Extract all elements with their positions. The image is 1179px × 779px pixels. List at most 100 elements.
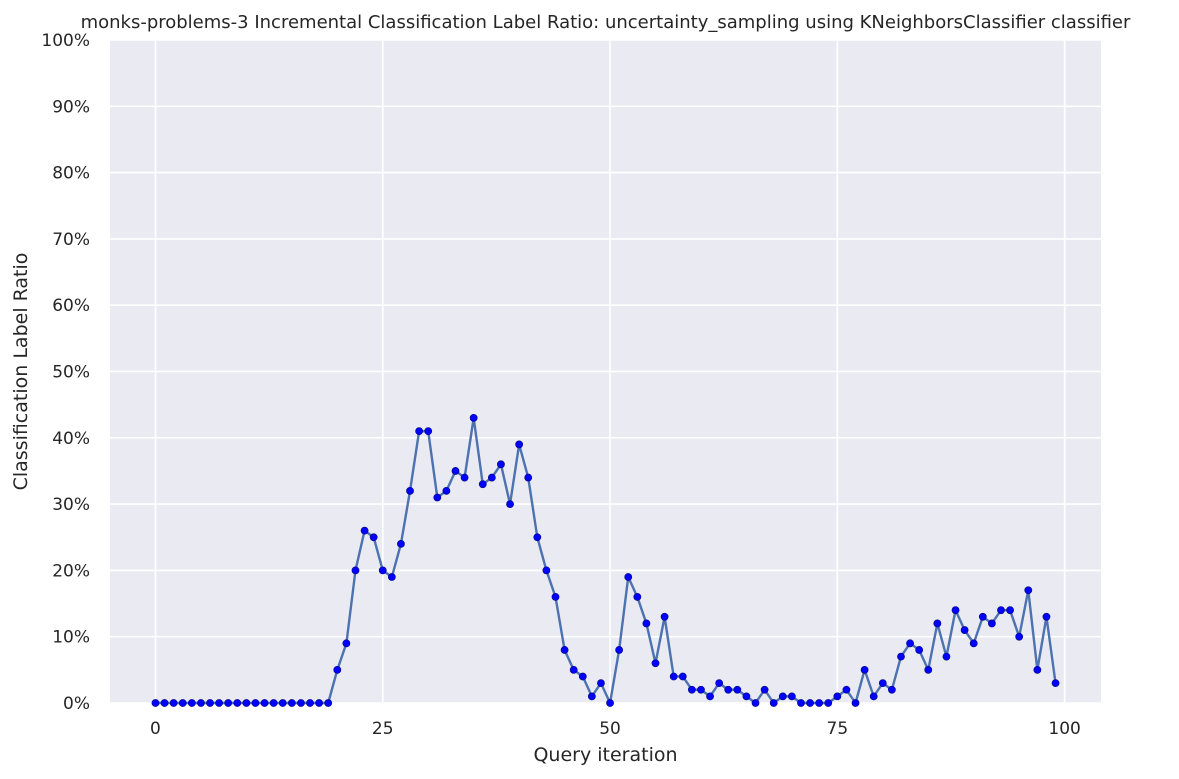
- data-point: [297, 699, 305, 707]
- x-axis-label: Query iteration: [533, 744, 677, 766]
- data-point: [869, 692, 878, 701]
- data-point: [997, 606, 1005, 615]
- data-point: [478, 480, 487, 489]
- data-point: [906, 639, 914, 648]
- data-point: [442, 486, 451, 495]
- data-point: [497, 460, 505, 469]
- data-point: [560, 646, 569, 654]
- data-point: [797, 699, 805, 707]
- data-point: [469, 414, 478, 422]
- x-tick-labels: 0 25 50 75 100: [150, 719, 1081, 739]
- data-point: [378, 566, 387, 575]
- x-tick-label: 75: [827, 719, 849, 739]
- data-point: [742, 692, 751, 701]
- data-point: [1006, 606, 1014, 615]
- data-point: [988, 619, 996, 628]
- data-point: [697, 685, 705, 694]
- data-point: [642, 619, 651, 628]
- x-tick-label: 100: [1048, 719, 1080, 739]
- data-point: [933, 619, 942, 628]
- data-point: [706, 692, 714, 701]
- data-point: [633, 593, 642, 601]
- data-point: [242, 699, 251, 707]
- data-point: [451, 467, 460, 475]
- data-point: [787, 692, 796, 701]
- chart-title: monks-problems-3 Incremental Classificat…: [81, 12, 1131, 33]
- data-point: [824, 699, 833, 707]
- data-point: [287, 699, 296, 707]
- data-point: [651, 659, 660, 668]
- data-point: [924, 665, 933, 674]
- y-tick-label: 40%: [52, 429, 90, 449]
- data-point: [551, 593, 560, 601]
- data-point: [669, 672, 678, 681]
- data-point: [506, 500, 514, 508]
- data-point: [360, 526, 369, 535]
- series-line: [155, 416, 1057, 705]
- y-tick-label: 20%: [52, 561, 90, 581]
- data-point: [215, 699, 223, 707]
- data-point: [342, 639, 351, 648]
- data-point: [760, 685, 769, 694]
- data-point: [1024, 586, 1033, 595]
- data-point: [897, 652, 905, 661]
- y-tick-labels: 0% 10% 20% 30% 40% 50% 60% 70% 80% 90% 100%: [41, 31, 90, 714]
- data-point: [178, 699, 187, 707]
- y-tick-label: 50%: [52, 363, 90, 383]
- data-point: [515, 440, 524, 449]
- data-point: [851, 699, 860, 707]
- data-point: [333, 665, 342, 674]
- data-point: [978, 612, 987, 621]
- y-tick-label: 10%: [52, 628, 90, 648]
- data-point: [351, 566, 360, 575]
- data-point: [387, 573, 396, 581]
- data-point: [615, 646, 624, 654]
- data-point: [224, 699, 233, 707]
- data-point: [397, 539, 405, 548]
- data-point: [842, 685, 851, 694]
- y-tick-label: 0%: [63, 694, 90, 714]
- data-point: [197, 699, 205, 707]
- data-point: [724, 685, 733, 694]
- data-point: [687, 685, 696, 694]
- data-point: [569, 665, 578, 674]
- data-point: [269, 699, 278, 707]
- data-point: [406, 486, 414, 495]
- data-point: [915, 646, 924, 654]
- data-point: [424, 427, 433, 436]
- x-tick-label: 0: [150, 719, 161, 739]
- data-point: [678, 672, 687, 681]
- data-point: [578, 672, 587, 681]
- data-point: [624, 573, 633, 581]
- y-tick-label: 90%: [52, 97, 90, 117]
- data-point: [1015, 632, 1024, 641]
- data-point: [942, 652, 951, 661]
- data-point: [324, 699, 333, 707]
- y-tick-label: 70%: [52, 230, 90, 250]
- data-point: [433, 493, 442, 502]
- grid: [110, 39, 1101, 704]
- data-point: [606, 699, 614, 707]
- data-point: [233, 699, 242, 707]
- data-point: [533, 533, 542, 542]
- data-point: [806, 699, 814, 707]
- y-tick-label: 80%: [52, 164, 90, 184]
- data-point: [969, 639, 978, 648]
- data-point: [660, 612, 669, 621]
- data-point: [769, 699, 778, 707]
- data-point: [278, 699, 287, 707]
- data-point: [160, 699, 169, 707]
- data-point: [260, 699, 269, 707]
- data-point: [206, 699, 214, 707]
- data-point: [1033, 665, 1042, 674]
- data-point: [960, 626, 969, 634]
- data-point: [597, 679, 605, 688]
- data-point: [169, 699, 178, 707]
- data-point: [815, 699, 824, 707]
- y-tick-label: 100%: [41, 31, 90, 51]
- data-point: [878, 679, 887, 688]
- data-point: [860, 665, 869, 674]
- x-tick-label: 25: [372, 719, 394, 739]
- data-point: [887, 685, 896, 694]
- data-point: [369, 533, 378, 542]
